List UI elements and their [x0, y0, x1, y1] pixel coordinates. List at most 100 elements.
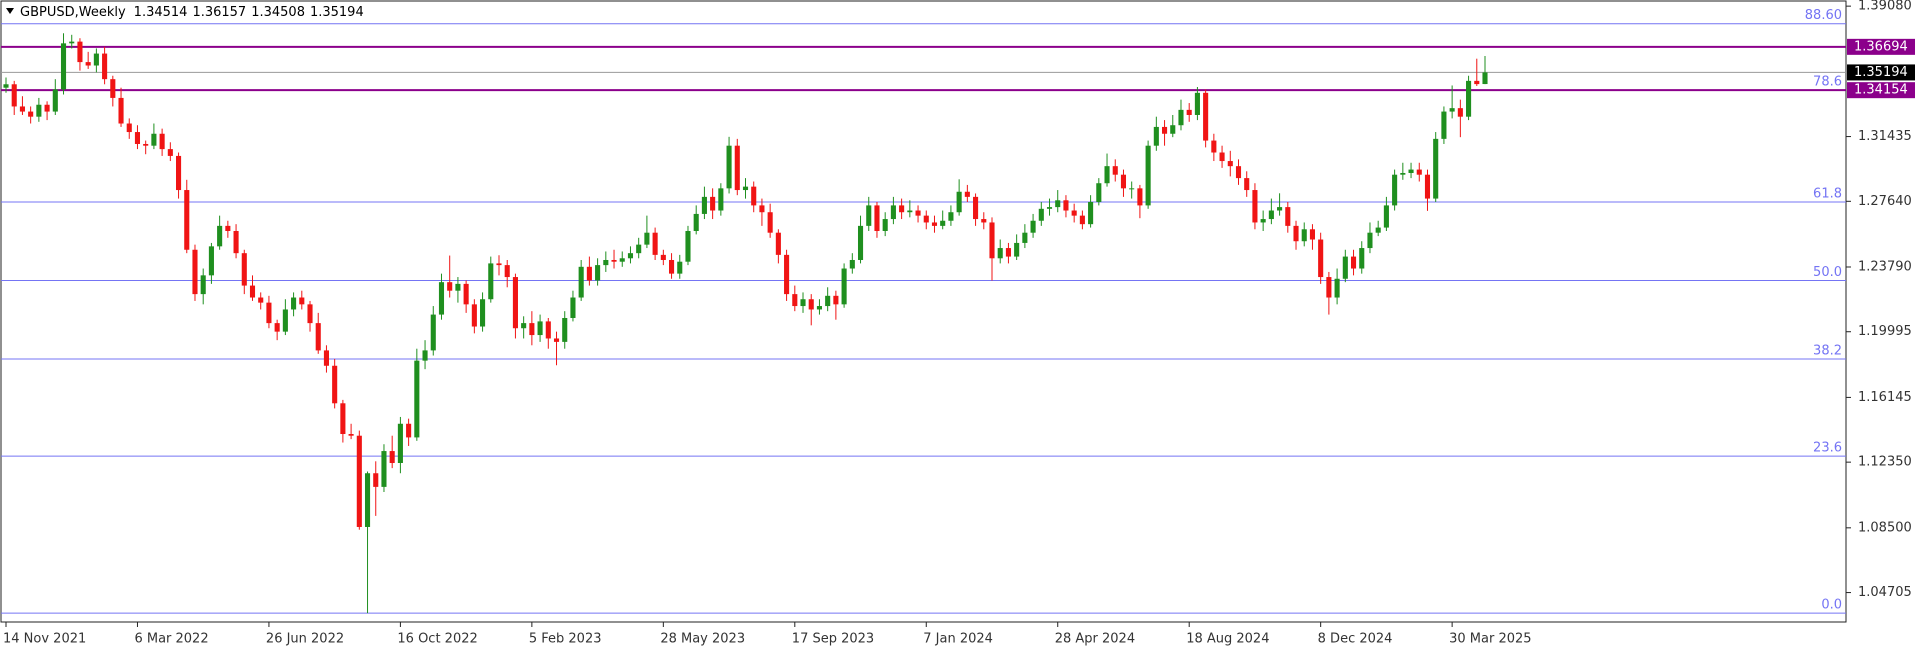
- candle-body: [1129, 188, 1135, 190]
- x-tick-label: 26 Jun 2022: [266, 632, 344, 647]
- candle-body: [1244, 178, 1250, 191]
- candle-body: [1227, 161, 1233, 167]
- candle-body: [940, 220, 946, 226]
- candle-body: [660, 254, 666, 260]
- candle-body: [1350, 256, 1357, 269]
- candle-body: [833, 295, 839, 305]
- fib-label: 0.0: [1821, 598, 1842, 613]
- candle-body: [1178, 109, 1184, 126]
- candle-body: [184, 190, 190, 250]
- candle-body: [857, 225, 864, 260]
- fib-label: 23.6: [1813, 441, 1842, 456]
- candle-body: [981, 219, 987, 223]
- candle-body: [307, 304, 313, 324]
- candle-body: [751, 186, 757, 206]
- x-tick-label: 8 Dec 2024: [1318, 632, 1393, 647]
- candle-body: [1334, 278, 1340, 298]
- fib-label: 78.6: [1813, 75, 1842, 90]
- candle-body: [1383, 205, 1389, 228]
- candle-body: [1400, 172, 1406, 175]
- candle-body: [225, 225, 231, 231]
- candle-body: [1268, 210, 1274, 220]
- candle-body: [299, 297, 305, 305]
- candle-body: [669, 259, 675, 274]
- candle-body: [792, 294, 798, 307]
- y-tick-label: 1.19995: [1858, 324, 1912, 339]
- y-tick-label: 1.23790: [1858, 259, 1912, 274]
- candle-body: [463, 283, 469, 305]
- candle-body: [455, 283, 461, 291]
- candle-body: [578, 266, 584, 298]
- candle-body: [93, 53, 99, 66]
- candle-body: [545, 321, 551, 339]
- candle-body: [890, 205, 896, 220]
- candle-body: [323, 350, 329, 366]
- candle-body: [956, 191, 962, 213]
- candle-body: [742, 186, 749, 191]
- candle-body: [627, 253, 634, 259]
- candle-body: [1170, 125, 1176, 134]
- candle-body: [274, 323, 280, 332]
- candle-body: [348, 434, 354, 436]
- candle-body: [964, 191, 970, 197]
- x-tick-label: 28 May 2023: [660, 632, 745, 647]
- candle-body: [1441, 111, 1447, 139]
- candle-body: [874, 205, 880, 231]
- candle-body: [1466, 80, 1472, 117]
- plot-frame: [0, 0, 1847, 623]
- candle-body: [364, 473, 371, 527]
- candle-body: [529, 323, 535, 336]
- candle-body: [332, 365, 338, 404]
- candle-body: [110, 79, 116, 98]
- chart-header: GBPUSD,Weekly 1.34514 1.36157 1.34508 1.3519…: [20, 5, 364, 20]
- candle-body: [825, 295, 831, 307]
- menu-arrow[interactable]: [6, 8, 14, 14]
- candle-body: [1096, 183, 1102, 202]
- candle-body: [915, 210, 921, 216]
- fib-label: 50.0: [1813, 265, 1842, 280]
- candle-body: [997, 248, 1003, 259]
- candle-body: [200, 275, 206, 295]
- candle-body: [249, 285, 256, 298]
- candle-body: [1408, 169, 1414, 173]
- candle-body: [808, 299, 814, 310]
- candle-body: [134, 132, 141, 144]
- x-tick-label: 17 Sep 2023: [792, 632, 874, 647]
- candle-body: [36, 104, 42, 117]
- candle-body: [1153, 126, 1159, 146]
- candle-body: [69, 41, 75, 44]
- candle-body: [710, 196, 716, 211]
- level-tag-label: 1.36694: [1854, 39, 1908, 54]
- candle-body: [644, 232, 650, 245]
- candle-body: [816, 306, 822, 310]
- level-tag: [1847, 82, 1915, 99]
- candle-body: [1071, 210, 1077, 216]
- candle-body: [767, 212, 773, 233]
- candle-body: [619, 258, 625, 262]
- candle-body: [734, 145, 740, 191]
- candle-body: [849, 259, 855, 269]
- candle-body: [1219, 152, 1225, 162]
- candle-body: [438, 282, 445, 315]
- candle-body: [430, 314, 436, 351]
- candle-body: [315, 323, 321, 351]
- candle-body: [85, 62, 91, 66]
- low-value: 1.34508: [251, 5, 305, 20]
- candle-body: [1046, 207, 1053, 209]
- candle-body: [1186, 109, 1192, 115]
- y-tick-label: 1.16145: [1858, 390, 1912, 405]
- candle-body: [208, 246, 214, 276]
- candle-body: [693, 213, 699, 231]
- candle-body: [1449, 108, 1455, 112]
- candle-body: [948, 212, 954, 221]
- high-value: 1.36157: [192, 5, 246, 20]
- candle-body: [60, 43, 67, 90]
- candle-body: [504, 265, 510, 278]
- fib-label: 88.60: [1805, 8, 1842, 23]
- candle-body: [701, 196, 707, 214]
- y-tick-label: 1.31435: [1858, 129, 1912, 144]
- x-tick-label: 14 Nov 2021: [3, 632, 86, 647]
- candle-body: [989, 222, 995, 259]
- candle-body: [471, 304, 477, 327]
